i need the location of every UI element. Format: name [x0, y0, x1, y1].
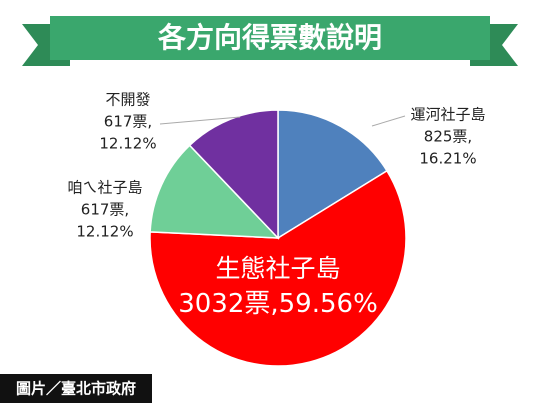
pie-slice — [149, 169, 407, 367]
chart-title: 各方向得票數說明 — [157, 21, 382, 54]
data-label: 3032票,59.56% — [178, 289, 378, 319]
slice-label: 生態社子島 — [215, 254, 340, 283]
percent-label: 12.12% — [76, 223, 133, 241]
pie-slice — [277, 109, 388, 240]
credit: 圖片／臺北市政府 — [16, 380, 136, 398]
value-label: 3032票, — [178, 289, 278, 319]
slice-label: 不開發 — [105, 91, 150, 109]
ribbon — [50, 16, 490, 60]
percent-label: 59.56% — [279, 289, 378, 319]
value-label: 617票, — [81, 201, 129, 219]
pie-slice — [188, 109, 279, 240]
leader-line — [371, 115, 406, 127]
percent-label: 16.21% — [419, 150, 476, 168]
slice-label: 運河社子島 — [410, 106, 485, 124]
percent-label: 12.12% — [99, 135, 156, 153]
credit-box — [0, 374, 152, 403]
slice-label: 咱ㄟ社子島 — [67, 179, 142, 197]
value-label: 617票, — [104, 113, 152, 131]
value-label: 825票, — [424, 128, 472, 146]
pie-slice — [149, 144, 280, 239]
leader-line — [159, 116, 241, 125]
